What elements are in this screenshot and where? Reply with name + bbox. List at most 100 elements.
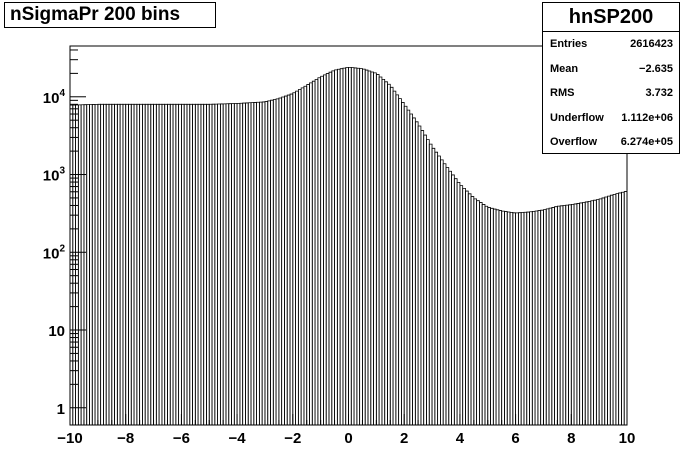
histogram-bin <box>375 74 380 425</box>
histogram-bin <box>582 202 586 425</box>
histogram-bin <box>97 103 102 425</box>
histogram-bin <box>559 205 564 425</box>
stats-row-overflow: Overflow 6.274e+05 <box>543 130 679 155</box>
histogram-bin <box>309 82 313 425</box>
histogram-bin <box>175 103 180 425</box>
x-tick-label: −8 <box>117 430 134 447</box>
histogram-bin <box>442 163 447 425</box>
histogram-bin <box>529 211 533 425</box>
histogram-bin <box>289 93 294 425</box>
histogram-bin <box>459 185 464 425</box>
histogram-bin <box>200 103 205 425</box>
histogram-bin <box>303 85 308 425</box>
histogram-bin <box>144 103 149 425</box>
histogram-bin <box>250 102 255 425</box>
histogram-bin <box>381 79 386 425</box>
histogram-bin <box>621 191 625 425</box>
histogram-bin <box>384 81 388 425</box>
stats-label: Overflow <box>550 136 598 149</box>
stats-row-mean: Mean −2.635 <box>543 57 679 82</box>
histogram-bin <box>208 103 213 425</box>
histogram-bin <box>573 203 578 425</box>
histogram-bin <box>292 92 296 425</box>
histogram-bin <box>300 87 305 425</box>
histogram-bin <box>598 198 603 425</box>
stats-value: 2616423 <box>630 38 673 50</box>
histogram-bin <box>537 210 542 425</box>
histogram-bin <box>331 70 335 425</box>
stats-row-rms: RMS 3.732 <box>543 81 679 106</box>
histogram-bin <box>228 103 232 425</box>
histogram-bin <box>306 84 310 425</box>
histogram-bin <box>587 200 592 425</box>
x-tick-label: 6 <box>511 430 519 447</box>
histogram-bin <box>242 102 246 425</box>
histogram-bin <box>453 178 458 425</box>
histogram-bin <box>231 103 235 425</box>
histogram-bin <box>295 90 299 425</box>
y-tick-label: 102 <box>43 243 66 262</box>
histogram-bin <box>286 94 291 425</box>
x-tick-label: −4 <box>229 430 247 447</box>
histogram-bin <box>100 103 104 425</box>
histogram-bin <box>426 139 430 425</box>
histogram-bin <box>465 190 469 425</box>
histogram-bin <box>414 121 419 425</box>
histogram-bin <box>284 95 288 425</box>
histogram-bin <box>314 79 319 425</box>
histogram-bin <box>401 102 405 425</box>
histogram-bin <box>336 68 341 425</box>
histogram-bin <box>219 103 224 425</box>
histogram-bin <box>325 73 330 425</box>
histogram-bin <box>211 103 216 425</box>
histogram-bin <box>615 193 620 425</box>
histogram-bin <box>75 104 79 425</box>
histogram-bin <box>222 103 227 425</box>
histogram-bin <box>86 104 90 425</box>
histogram-bin <box>395 94 400 425</box>
histogram-bin <box>520 212 525 425</box>
histogram-bin <box>167 103 171 425</box>
histogram-bin <box>487 207 491 425</box>
histogram-bin <box>428 143 433 425</box>
histogram-bin <box>370 71 374 425</box>
histogram-bin <box>169 103 174 425</box>
histogram-bin <box>462 187 466 425</box>
histogram-bin <box>562 205 567 425</box>
histogram-bin <box>181 103 185 425</box>
histogram-bin <box>114 103 118 425</box>
histogram-bin <box>543 209 547 425</box>
histogram-bin <box>612 193 617 425</box>
histogram-bin <box>579 202 583 425</box>
histogram-bin <box>362 68 366 425</box>
histogram-bin <box>94 103 99 425</box>
stats-value: 1.112e+06 <box>621 111 673 124</box>
histogram-bin <box>387 83 391 425</box>
x-tick-label: 8 <box>567 430 575 447</box>
histogram-bin <box>556 205 561 425</box>
histogram-bin <box>531 210 536 425</box>
histogram-bin <box>178 103 182 425</box>
histogram-bin <box>139 103 143 425</box>
histogram-bin <box>130 103 135 425</box>
histogram-bin <box>339 68 344 425</box>
y-tick-label: 10 <box>48 323 65 340</box>
histogram-bin <box>278 97 283 425</box>
histogram-bin <box>125 103 129 425</box>
histogram-bin <box>239 102 244 425</box>
histogram-bin <box>601 197 606 425</box>
histogram-bin <box>534 210 539 425</box>
histogram-bin <box>367 70 372 425</box>
histogram-bin <box>470 196 475 425</box>
x-tick-label: −2 <box>284 430 301 447</box>
histogram-bin <box>194 103 199 425</box>
histogram-bin <box>172 103 177 425</box>
histogram-bin <box>72 104 76 425</box>
stats-value: 3.732 <box>645 87 673 100</box>
histogram-bin <box>119 103 124 425</box>
stats-label: Underflow <box>550 111 604 124</box>
stats-label: Entries <box>550 38 588 50</box>
histogram-bin <box>456 181 461 425</box>
histogram-bin <box>378 76 383 425</box>
